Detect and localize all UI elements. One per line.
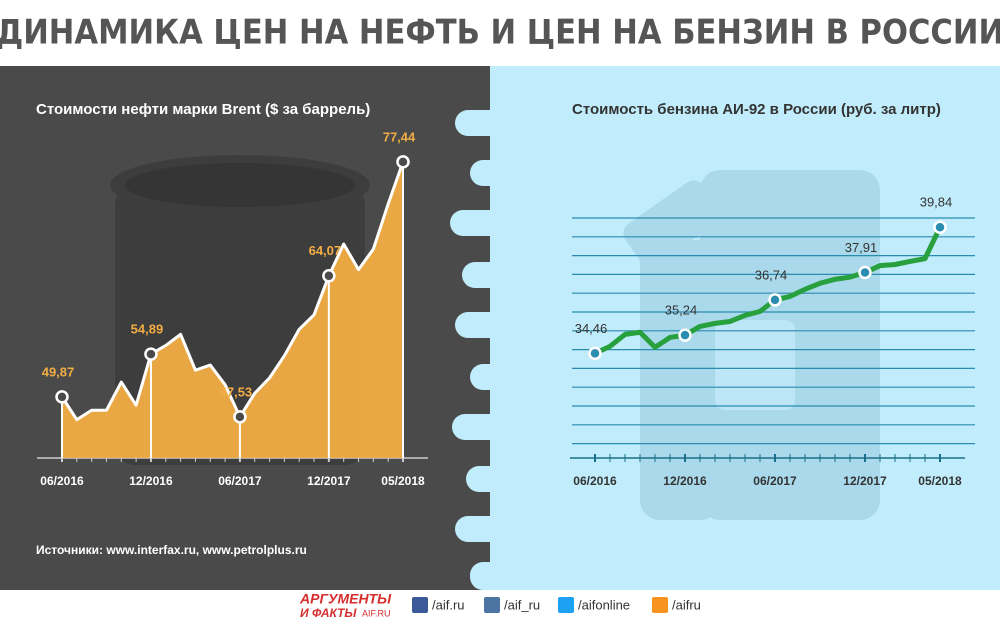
logo-bottom: И ФАКТЫ: [300, 606, 357, 620]
area: [62, 161, 403, 458]
x-tick-label: 06/2016: [40, 474, 84, 488]
value-label: 49,87: [42, 364, 75, 379]
value-label: 34,46: [575, 321, 608, 336]
right-chart-title: Стоимость бензина АИ-92 в России (руб. з…: [572, 101, 941, 118]
footer-link[interactable]: /aif_ru: [504, 597, 540, 612]
footer-link[interactable]: /aifonline: [578, 597, 630, 612]
main-title: ДИНАМИКА ЦЕН НА НЕФТЬ И ЦЕН НА БЕНЗИН В …: [0, 13, 1000, 53]
left-chart-title: Стоимости нефти марки Brent ($ за баррел…: [36, 101, 370, 118]
source: Источники: www.interfax.ru, www.petrolpl…: [36, 543, 307, 557]
point: [396, 155, 410, 169]
x-tick-label: 05/2018: [918, 474, 962, 488]
value-label: 47,53: [220, 384, 253, 399]
footer-link[interactable]: /aif.ru: [432, 597, 465, 612]
value-label: 39,84: [920, 195, 953, 210]
barrel-top: [125, 163, 355, 207]
point: [55, 390, 69, 404]
point: [588, 346, 602, 361]
line: [593, 226, 943, 356]
point: [144, 347, 158, 361]
ok-icon: [652, 597, 668, 613]
canister-window: [715, 320, 795, 410]
logo-site: AIF.RU: [362, 608, 391, 618]
area-line: [60, 161, 405, 422]
point: [233, 410, 247, 424]
x-tick-label: 12/2017: [307, 474, 351, 488]
footer-link[interactable]: /aifru: [672, 597, 701, 612]
x-tick-label: 12/2017: [843, 474, 887, 488]
value-label: 54,89: [131, 322, 164, 337]
point: [858, 265, 872, 280]
point: [933, 220, 947, 234]
x-tick-label: 06/2017: [218, 474, 262, 488]
x-tick-label: 12/2016: [129, 474, 173, 488]
point: [678, 328, 692, 342]
x-tick-label: 06/2016: [573, 474, 617, 488]
wave-edge: [450, 110, 525, 590]
value-label: 36,74: [755, 267, 788, 282]
x-tick-label: 06/2017: [753, 474, 797, 488]
fb-icon: [412, 597, 428, 613]
value-label: 64,07: [309, 243, 342, 258]
point: [322, 269, 336, 283]
point: [768, 293, 782, 307]
tw-icon: [558, 597, 574, 613]
x-tick-label: 12/2016: [663, 474, 707, 488]
value-label: 37,91: [845, 240, 878, 255]
x-tick-label: 05/2018: [381, 474, 425, 488]
logo-top: АРГУМЕНТЫ: [299, 591, 392, 607]
vk-icon: [484, 597, 500, 613]
value-label: 77,44: [383, 129, 416, 144]
value-label: 35,24: [665, 303, 698, 318]
